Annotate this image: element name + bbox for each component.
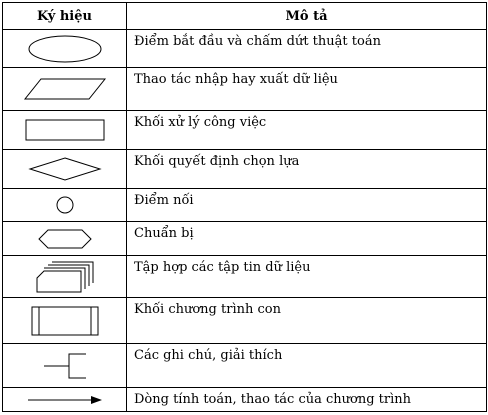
subroutine-icon [31, 306, 98, 335]
rectangle-icon [25, 119, 104, 141]
description-cell: Thao tác nhập hay xuất dữ liệu [126, 67, 487, 111]
description-cell: Tập hợp các tập tin dữ liệu [126, 255, 487, 298]
table-row: Khối xử lý công việc [2, 110, 487, 150]
symbol-cell [2, 343, 127, 388]
diamond-icon [27, 157, 102, 181]
symbol-cell [2, 149, 127, 189]
table-header-row: Ký hiệu Mô tả [2, 2, 487, 30]
annotation-bracket-icon [43, 353, 86, 378]
symbol-cell [2, 67, 127, 111]
parallelogram-icon [23, 78, 106, 100]
symbol-cell [2, 188, 127, 222]
table-row: Thao tác nhập hay xuất dữ liệu [2, 67, 487, 111]
description-cell: Các ghi chú, giải thích [126, 343, 487, 388]
table-row: Chuẩn bị [2, 221, 487, 256]
symbol-cell [2, 29, 127, 68]
description-cell: Khối chương trình con [126, 297, 487, 344]
ellipse-icon [28, 35, 101, 62]
symbol-cell [2, 297, 127, 344]
symbol-cell [2, 255, 127, 298]
circle-icon [56, 196, 73, 214]
table-row: Khối quyết định chọn lựa [2, 149, 487, 189]
arrow-right-icon [27, 395, 102, 404]
symbol-cell [2, 221, 127, 256]
symbol-cell [2, 387, 127, 412]
table-row: Dòng tính toán, thao tác của chương trìn… [2, 387, 487, 412]
table-row: Điểm bắt đầu và chấm dứt thuật toán [2, 29, 487, 68]
description-cell: Chuẩn bị [126, 221, 487, 256]
description-cell: Dòng tính toán, thao tác của chương trìn… [126, 387, 487, 412]
symbol-column-header: Ký hiệu [2, 2, 127, 30]
description-column-header: Mô tả [126, 2, 487, 30]
description-cell: Điểm nối [126, 188, 487, 222]
description-cell: Khối xử lý công việc [126, 110, 487, 150]
hexagon-icon [37, 229, 92, 248]
table-row: Các ghi chú, giải thích [2, 343, 487, 388]
symbol-cell [2, 110, 127, 150]
description-cell: Điểm bắt đầu và chấm dứt thuật toán [126, 29, 487, 68]
table-row: Điểm nối [2, 188, 487, 222]
description-cell: Khối quyết định chọn lựa [126, 149, 487, 189]
stacked-files-icon [36, 261, 93, 292]
table-row: Tập hợp các tập tin dữ liệu [2, 255, 487, 298]
table-row: Khối chương trình con [2, 297, 487, 344]
